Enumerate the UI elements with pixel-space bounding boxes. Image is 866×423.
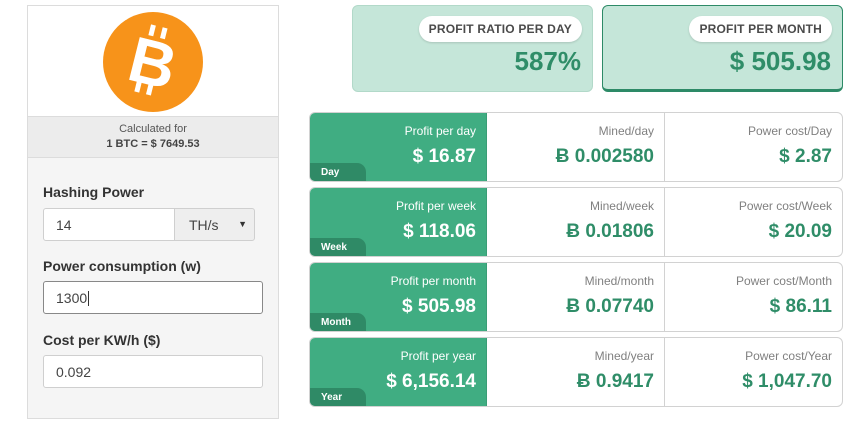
mined-label: Mined/month bbox=[584, 274, 654, 288]
hashing-power-label: Hashing Power bbox=[43, 184, 145, 200]
profit-ratio-card: PROFIT RATIO PER DAY 587% bbox=[352, 5, 593, 92]
power-consumption-input[interactable]: 1300 bbox=[43, 281, 263, 314]
mined-value: Ƀ 0.9417 bbox=[576, 371, 654, 392]
power-consumption-value: 1300 bbox=[56, 290, 88, 306]
power-cost-cell: Power cost/Week $ 20.09 bbox=[665, 188, 842, 256]
profit-cell: Profit per week $ 118.06 Week bbox=[310, 188, 487, 256]
hashing-unit-select[interactable]: TH/s ▼ bbox=[174, 208, 255, 241]
power-cost-cell: Power cost/Day $ 2.87 bbox=[665, 113, 842, 181]
calculator-panel: B Calculated for 1 BTC = $ 7649.53 Hashi… bbox=[27, 5, 279, 419]
mined-label: Mined/year bbox=[594, 349, 654, 363]
profit-ratio-value: 587% bbox=[514, 46, 582, 76]
power-cost-label: Power cost/Year bbox=[745, 349, 832, 363]
profit-label: Profit per month bbox=[390, 274, 476, 288]
btc-price-info: Calculated for 1 BTC = $ 7649.53 bbox=[28, 117, 278, 158]
power-cost-cell: Power cost/Year $ 1,047.70 bbox=[665, 338, 842, 406]
period-tag: Month bbox=[310, 313, 366, 331]
result-row-month: Profit per month $ 505.98 Month Mined/mo… bbox=[309, 262, 843, 332]
result-row-year: Profit per year $ 6,156.14 Year Mined/ye… bbox=[309, 337, 843, 407]
profit-value: $ 505.98 bbox=[402, 296, 476, 317]
power-consumption-label: Power consumption (w) bbox=[43, 258, 201, 274]
mined-value: Ƀ 0.07740 bbox=[566, 296, 654, 317]
btc-rate: 1 BTC = $ 7649.53 bbox=[106, 138, 200, 150]
profit-cell: Profit per year $ 6,156.14 Year bbox=[310, 338, 487, 406]
result-row-day: Profit per day $ 16.87 Day Mined/day Ƀ 0… bbox=[309, 112, 843, 182]
period-tag: Day bbox=[310, 163, 366, 181]
mined-value: Ƀ 0.002580 bbox=[555, 146, 654, 167]
hashing-unit-value: TH/s bbox=[189, 217, 219, 233]
profit-label: Profit per day bbox=[404, 124, 476, 138]
caret-down-icon: ▼ bbox=[238, 219, 247, 229]
period-tag: Year bbox=[310, 388, 366, 406]
cost-per-kwh-input[interactable]: 0.092 bbox=[43, 355, 263, 388]
power-cost-value: $ 20.09 bbox=[768, 221, 832, 242]
profit-value: $ 16.87 bbox=[412, 146, 476, 167]
period-tag: Week bbox=[310, 238, 366, 256]
profit-month-card: PROFIT PER MONTH $ 505.98 bbox=[602, 5, 843, 92]
profit-value: $ 118.06 bbox=[403, 221, 476, 242]
mined-cell: Mined/year Ƀ 0.9417 bbox=[487, 338, 665, 406]
power-cost-label: Power cost/Month bbox=[735, 274, 832, 288]
profit-month-label: PROFIT PER MONTH bbox=[689, 16, 832, 42]
calculated-for-label: Calculated for bbox=[119, 123, 187, 135]
mined-label: Mined/day bbox=[598, 124, 654, 138]
power-cost-cell: Power cost/Month $ 86.11 bbox=[665, 263, 842, 331]
profit-label: Profit per week bbox=[395, 199, 476, 213]
profit-cell: Profit per month $ 505.98 Month bbox=[310, 263, 487, 331]
mined-label: Mined/week bbox=[589, 199, 654, 213]
logo-area: B bbox=[28, 6, 278, 117]
power-cost-value: $ 86.11 bbox=[769, 296, 832, 317]
bitcoin-logo-icon: B bbox=[103, 12, 203, 112]
power-cost-value: $ 1,047.70 bbox=[742, 371, 832, 392]
power-cost-label: Power cost/Day bbox=[747, 124, 832, 138]
power-cost-value: $ 2.87 bbox=[779, 146, 832, 167]
cost-per-kwh-label: Cost per KW/h ($) bbox=[43, 332, 161, 348]
mined-value: Ƀ 0.01806 bbox=[566, 221, 654, 242]
power-cost-label: Power cost/Week bbox=[738, 199, 832, 213]
profit-ratio-label: PROFIT RATIO PER DAY bbox=[418, 16, 582, 42]
profit-month-value: $ 505.98 bbox=[729, 46, 831, 76]
mined-cell: Mined/month Ƀ 0.07740 bbox=[487, 263, 665, 331]
result-row-week: Profit per week $ 118.06 Week Mined/week… bbox=[309, 187, 843, 257]
profit-cell: Profit per day $ 16.87 Day bbox=[310, 113, 487, 181]
profit-value: $ 6,156.14 bbox=[386, 371, 476, 392]
text-cursor bbox=[88, 290, 90, 306]
hashing-power-input[interactable]: 14 bbox=[43, 208, 175, 241]
profit-label: Profit per year bbox=[400, 349, 476, 363]
mined-cell: Mined/week Ƀ 0.01806 bbox=[487, 188, 665, 256]
mined-cell: Mined/day Ƀ 0.002580 bbox=[487, 113, 665, 181]
